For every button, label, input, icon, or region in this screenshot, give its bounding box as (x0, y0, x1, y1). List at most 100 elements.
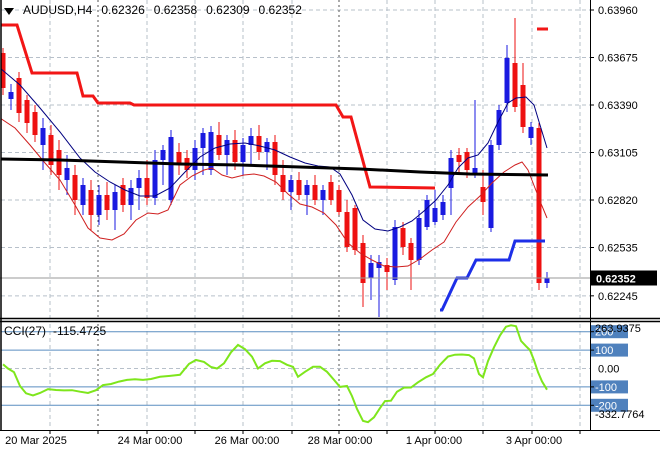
blue-stop-line (440, 239, 545, 312)
candle-bull (80, 185, 86, 205)
candle-bull (416, 218, 422, 260)
time-label: 3 Apr 00:00 (506, 435, 562, 447)
price-label: 0.63105 (598, 148, 638, 160)
cci-name: CCI(27) (4, 324, 47, 338)
candle-bear (344, 212, 350, 247)
candle-bear (520, 85, 526, 127)
candle-bull (376, 262, 382, 268)
candle-bear (512, 63, 518, 107)
price-axis[interactable]: 0.63960 0.63675 0.63390 0.63105 0.62820 0.625… (590, 5, 638, 303)
candle-bull (136, 178, 142, 188)
candle-bear (480, 187, 486, 202)
black-ma-line (1, 157, 549, 177)
ohlc-high: 0.62358 (153, 3, 198, 17)
ohlc-open: 0.62326 (101, 3, 145, 17)
candle-bull (304, 185, 310, 195)
candle-bear (312, 185, 318, 200)
time-axis[interactable]: 20 Mar 2025 24 Mar 00:00 26 Mar 00:00 28 Ma… (5, 430, 581, 447)
cci-level-label: 100 (595, 345, 613, 357)
candle-bear (352, 208, 358, 250)
red-ma-line (1, 118, 548, 268)
candle-bull (168, 137, 174, 200)
candle-bull (424, 200, 430, 227)
candle-bear (72, 175, 78, 200)
price-label: 0.62820 (598, 195, 638, 207)
candle-bull (224, 140, 230, 155)
candle-bear (384, 265, 390, 272)
cci-level-label: 200 (595, 327, 613, 339)
candle-bull (544, 278, 550, 283)
candle-bear (296, 180, 302, 195)
candle-bear (408, 243, 414, 260)
candle-bear (456, 155, 462, 162)
candle-bull (40, 128, 46, 145)
candle-bull (152, 160, 158, 198)
candle-bear (24, 100, 30, 123)
candle-bear (536, 128, 542, 283)
time-label: 28 Mar 00:00 (308, 435, 373, 447)
current-price-label: 0.62352 (596, 274, 636, 286)
candle-bull (160, 150, 166, 160)
symbol-label: AUDUSD,H4 (23, 3, 93, 17)
candle-bull (320, 190, 326, 200)
symbol-dropdown-icon[interactable] (4, 7, 14, 15)
price-label: 0.63960 (598, 5, 638, 17)
candle-bear (256, 136, 262, 152)
candle-bear (272, 142, 278, 175)
cci-scale-min: -332.7764 (595, 409, 645, 421)
candle-bear (16, 78, 22, 113)
candle-bear (144, 178, 150, 198)
cci-line (2, 324, 548, 424)
candle-bear (336, 190, 342, 212)
price-label: 0.62245 (598, 291, 638, 303)
candle-bear (48, 135, 54, 165)
candle-bull (248, 136, 254, 145)
candle-bear (400, 228, 406, 247)
candle-bear (56, 150, 62, 175)
price-label: 0.63390 (598, 100, 638, 112)
candle-bull (96, 195, 102, 215)
candle-bear (104, 195, 110, 210)
candle-bull (264, 142, 270, 152)
candle-bull (440, 202, 446, 215)
ohlc-close: 0.62352 (258, 3, 302, 17)
candle-bull (472, 168, 478, 174)
cci-level-label: -200 (595, 400, 617, 412)
candle-bull (240, 145, 246, 162)
candle-bear (88, 190, 94, 215)
candle-bull (128, 188, 134, 205)
overlays-layer (1, 23, 549, 312)
candle-bull (208, 132, 214, 170)
candle-bear (216, 135, 222, 155)
cci-axis[interactable]: 200 100 -100 -200 0.00 263.9375 -332.7764 (590, 323, 645, 421)
candle-bull (496, 110, 502, 145)
cci-indicator-label: CCI(27) -115.4725 (4, 324, 106, 338)
candle-bear (120, 185, 126, 205)
candle-bear (328, 182, 334, 200)
candle-bull (368, 263, 374, 278)
candle-bear (464, 152, 470, 170)
time-label: 24 Mar 00:00 (118, 435, 183, 447)
time-label: 26 Mar 00:00 (215, 435, 280, 447)
candle-bear (360, 243, 366, 283)
cci-level-label: -100 (595, 382, 617, 394)
candle-bull (392, 227, 398, 280)
candles-layer (1, 18, 550, 317)
candle-bull (64, 168, 70, 180)
candle-bull (200, 133, 206, 148)
cci-scale-max: 263.9375 (595, 323, 641, 335)
cci-layer (1, 324, 590, 424)
candle-bull (504, 58, 510, 103)
candle-bull (432, 208, 438, 222)
candle-bull (112, 192, 118, 210)
candle-bear (232, 140, 238, 162)
red-stop-line (1, 23, 436, 190)
price-label: 0.63675 (598, 53, 638, 65)
candle-bull (192, 148, 198, 170)
symbol-header: AUDUSD,H4 0.62326 0.62358 0.62309 0.6235… (4, 3, 302, 17)
current-price-box: 0.62352 (591, 270, 657, 286)
candle-bull (528, 127, 534, 138)
time-label: 20 Mar 2025 (5, 435, 67, 447)
